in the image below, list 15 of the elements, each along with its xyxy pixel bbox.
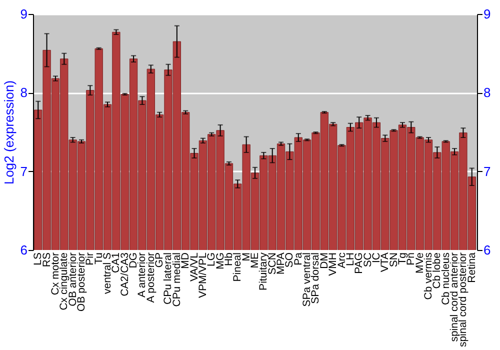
x-tick-label: IC [370, 252, 382, 263]
x-tick-label: Tg [396, 252, 408, 265]
x-tick-label: OB posterior [75, 252, 88, 312]
y-tick-label: 8 [20, 85, 28, 100]
y2-tick-label: 6 [484, 242, 491, 258]
x-tick-label: A posterior [144, 252, 157, 303]
x-tick-label: Retina [466, 252, 478, 283]
y-tick-label: 9 [20, 6, 28, 22]
y-axis-title: Log2 (expression) [1, 80, 16, 185]
y2-tick-label: 8 [484, 85, 491, 100]
x-tick-label: RS [40, 252, 53, 268]
y-tick-label: 6 [20, 242, 28, 258]
y-tick-label: 7 [20, 164, 28, 179]
y2-tick-label: 9 [484, 6, 491, 22]
y2-tick-label: 7 [484, 164, 491, 179]
